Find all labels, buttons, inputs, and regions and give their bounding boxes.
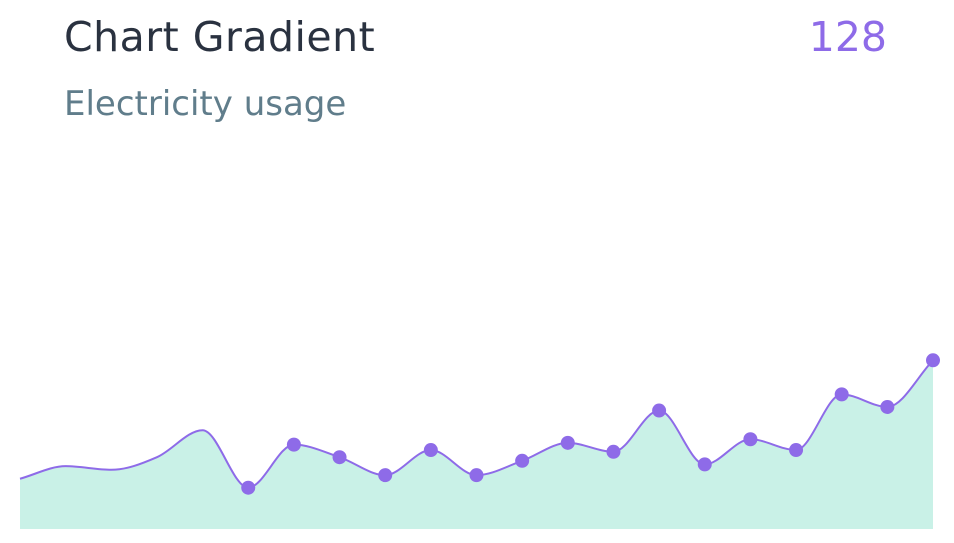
marker-layer [241,353,940,495]
data-point[interactable] [286,437,301,452]
data-point[interactable] [469,468,484,483]
data-point[interactable] [834,387,849,402]
area-layer [20,360,933,529]
chart-title: Chart Gradient [64,13,376,61]
data-point[interactable] [789,443,804,458]
area-fill [20,360,933,529]
data-point[interactable] [515,453,530,468]
data-point[interactable] [378,468,393,483]
data-point[interactable] [880,399,895,414]
data-point[interactable] [423,443,438,458]
data-point[interactable] [743,432,758,447]
data-point[interactable] [697,457,712,472]
data-point[interactable] [241,480,256,495]
data-point[interactable] [926,353,940,368]
data-point[interactable] [332,450,347,465]
data-point[interactable] [560,435,575,450]
summary-value: 128 [808,13,887,61]
data-point[interactable] [652,403,667,418]
chart-subtitle: Electricity usage [64,84,347,124]
data-point[interactable] [606,444,621,459]
